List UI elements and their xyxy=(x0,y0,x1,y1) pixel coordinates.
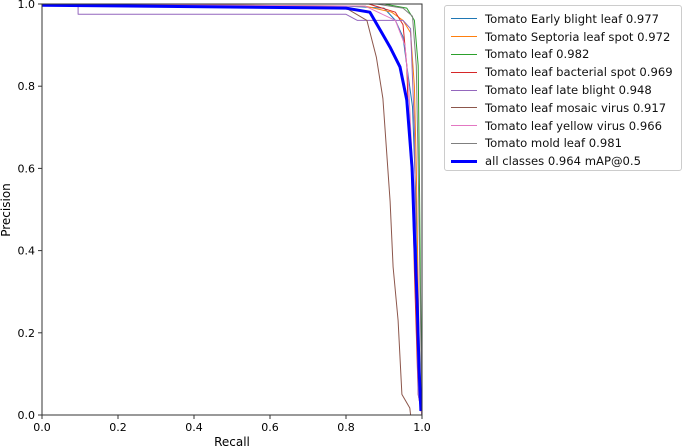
pr-curve-7 xyxy=(42,3,423,416)
legend-label: Tomato leaf bacterial spot 0.969 xyxy=(485,65,673,80)
legend-item: Tomato leaf bacterial spot 0.969 xyxy=(451,63,681,81)
legend-swatch xyxy=(451,53,477,55)
curves xyxy=(41,3,423,416)
legend-item: Tomato mold leaf 0.981 xyxy=(451,135,681,153)
legend-item: Tomato leaf yellow virus 0.966 xyxy=(451,117,681,135)
y-axis: 0.0 0.2 0.4 0.6 0.8 1.0 xyxy=(18,0,42,422)
x-axis: 0.0 0.2 0.4 0.6 0.8 1.0 xyxy=(33,415,431,434)
y-tick-label: 0.6 xyxy=(18,162,36,175)
legend-swatch xyxy=(451,107,477,109)
legend-swatch xyxy=(451,142,477,144)
x-tick-label: 0.0 xyxy=(33,421,51,434)
legend-label: Tomato mold leaf 0.981 xyxy=(485,136,622,151)
legend-label: Tomato leaf mosaic virus 0.917 xyxy=(485,100,667,115)
legend-label: Tomato Septoria leaf spot 0.972 xyxy=(485,29,671,44)
pr-curve-8 xyxy=(41,3,423,411)
y-tick-label: 0.4 xyxy=(18,245,36,258)
x-tick-label: 0.6 xyxy=(261,421,279,434)
x-tick-label: 0.2 xyxy=(109,421,127,434)
legend-label: all classes 0.964 mAP@0.5 xyxy=(485,154,641,169)
pr-curve-4 xyxy=(42,3,423,416)
legend-swatch xyxy=(451,89,477,91)
pr-curve-0 xyxy=(41,3,423,416)
legend-swatch xyxy=(451,125,477,127)
legend-swatch xyxy=(451,71,477,73)
legend-item: Tomato leaf 0.982 xyxy=(451,46,681,64)
legend-item: all classes 0.964 mAP@0.5 xyxy=(451,152,681,170)
legend: Tomato Early blight leaf 0.977 Tomato Sep… xyxy=(444,5,682,171)
legend-swatch xyxy=(451,159,477,163)
y-tick-label: 0.2 xyxy=(18,327,36,340)
y-tick-label: 0.8 xyxy=(18,80,36,93)
y-tick-label: 1.0 xyxy=(18,0,36,11)
legend-label: Tomato leaf 0.982 xyxy=(485,47,590,62)
x-axis-label: Recall xyxy=(214,435,250,448)
x-tick-label: 0.8 xyxy=(337,421,355,434)
legend-label: Tomato Early blight leaf 0.977 xyxy=(485,11,660,26)
pr-curve-plot: 0.0 0.2 0.4 0.6 0.8 1.0 0.0 0.2 0.4 0.6 0.8 1.0 Re… xyxy=(0,0,431,448)
legend-item: Tomato Early blight leaf 0.977 xyxy=(451,10,681,28)
pr-curve-5 xyxy=(41,3,422,416)
y-axis-label: Precision xyxy=(0,183,13,237)
y-tick-label: 0.0 xyxy=(18,409,36,422)
pr-curve-2 xyxy=(42,3,423,416)
x-tick-label: 1.0 xyxy=(413,421,431,434)
pr-curve-3 xyxy=(42,3,423,416)
plot-frame xyxy=(41,3,423,416)
legend-label: Tomato leaf yellow virus 0.966 xyxy=(485,118,662,133)
legend-item: Tomato leaf mosaic virus 0.917 xyxy=(451,99,681,117)
x-tick-label: 0.4 xyxy=(185,421,203,434)
legend-swatch xyxy=(451,36,477,38)
legend-item: Tomato Septoria leaf spot 0.972 xyxy=(451,28,681,46)
legend-item: Tomato leaf late blight 0.948 xyxy=(451,81,681,99)
legend-swatch xyxy=(451,18,477,20)
pr-curve-6 xyxy=(41,3,423,416)
legend-label: Tomato leaf late blight 0.948 xyxy=(485,83,652,98)
pr-curve-1 xyxy=(41,3,423,416)
